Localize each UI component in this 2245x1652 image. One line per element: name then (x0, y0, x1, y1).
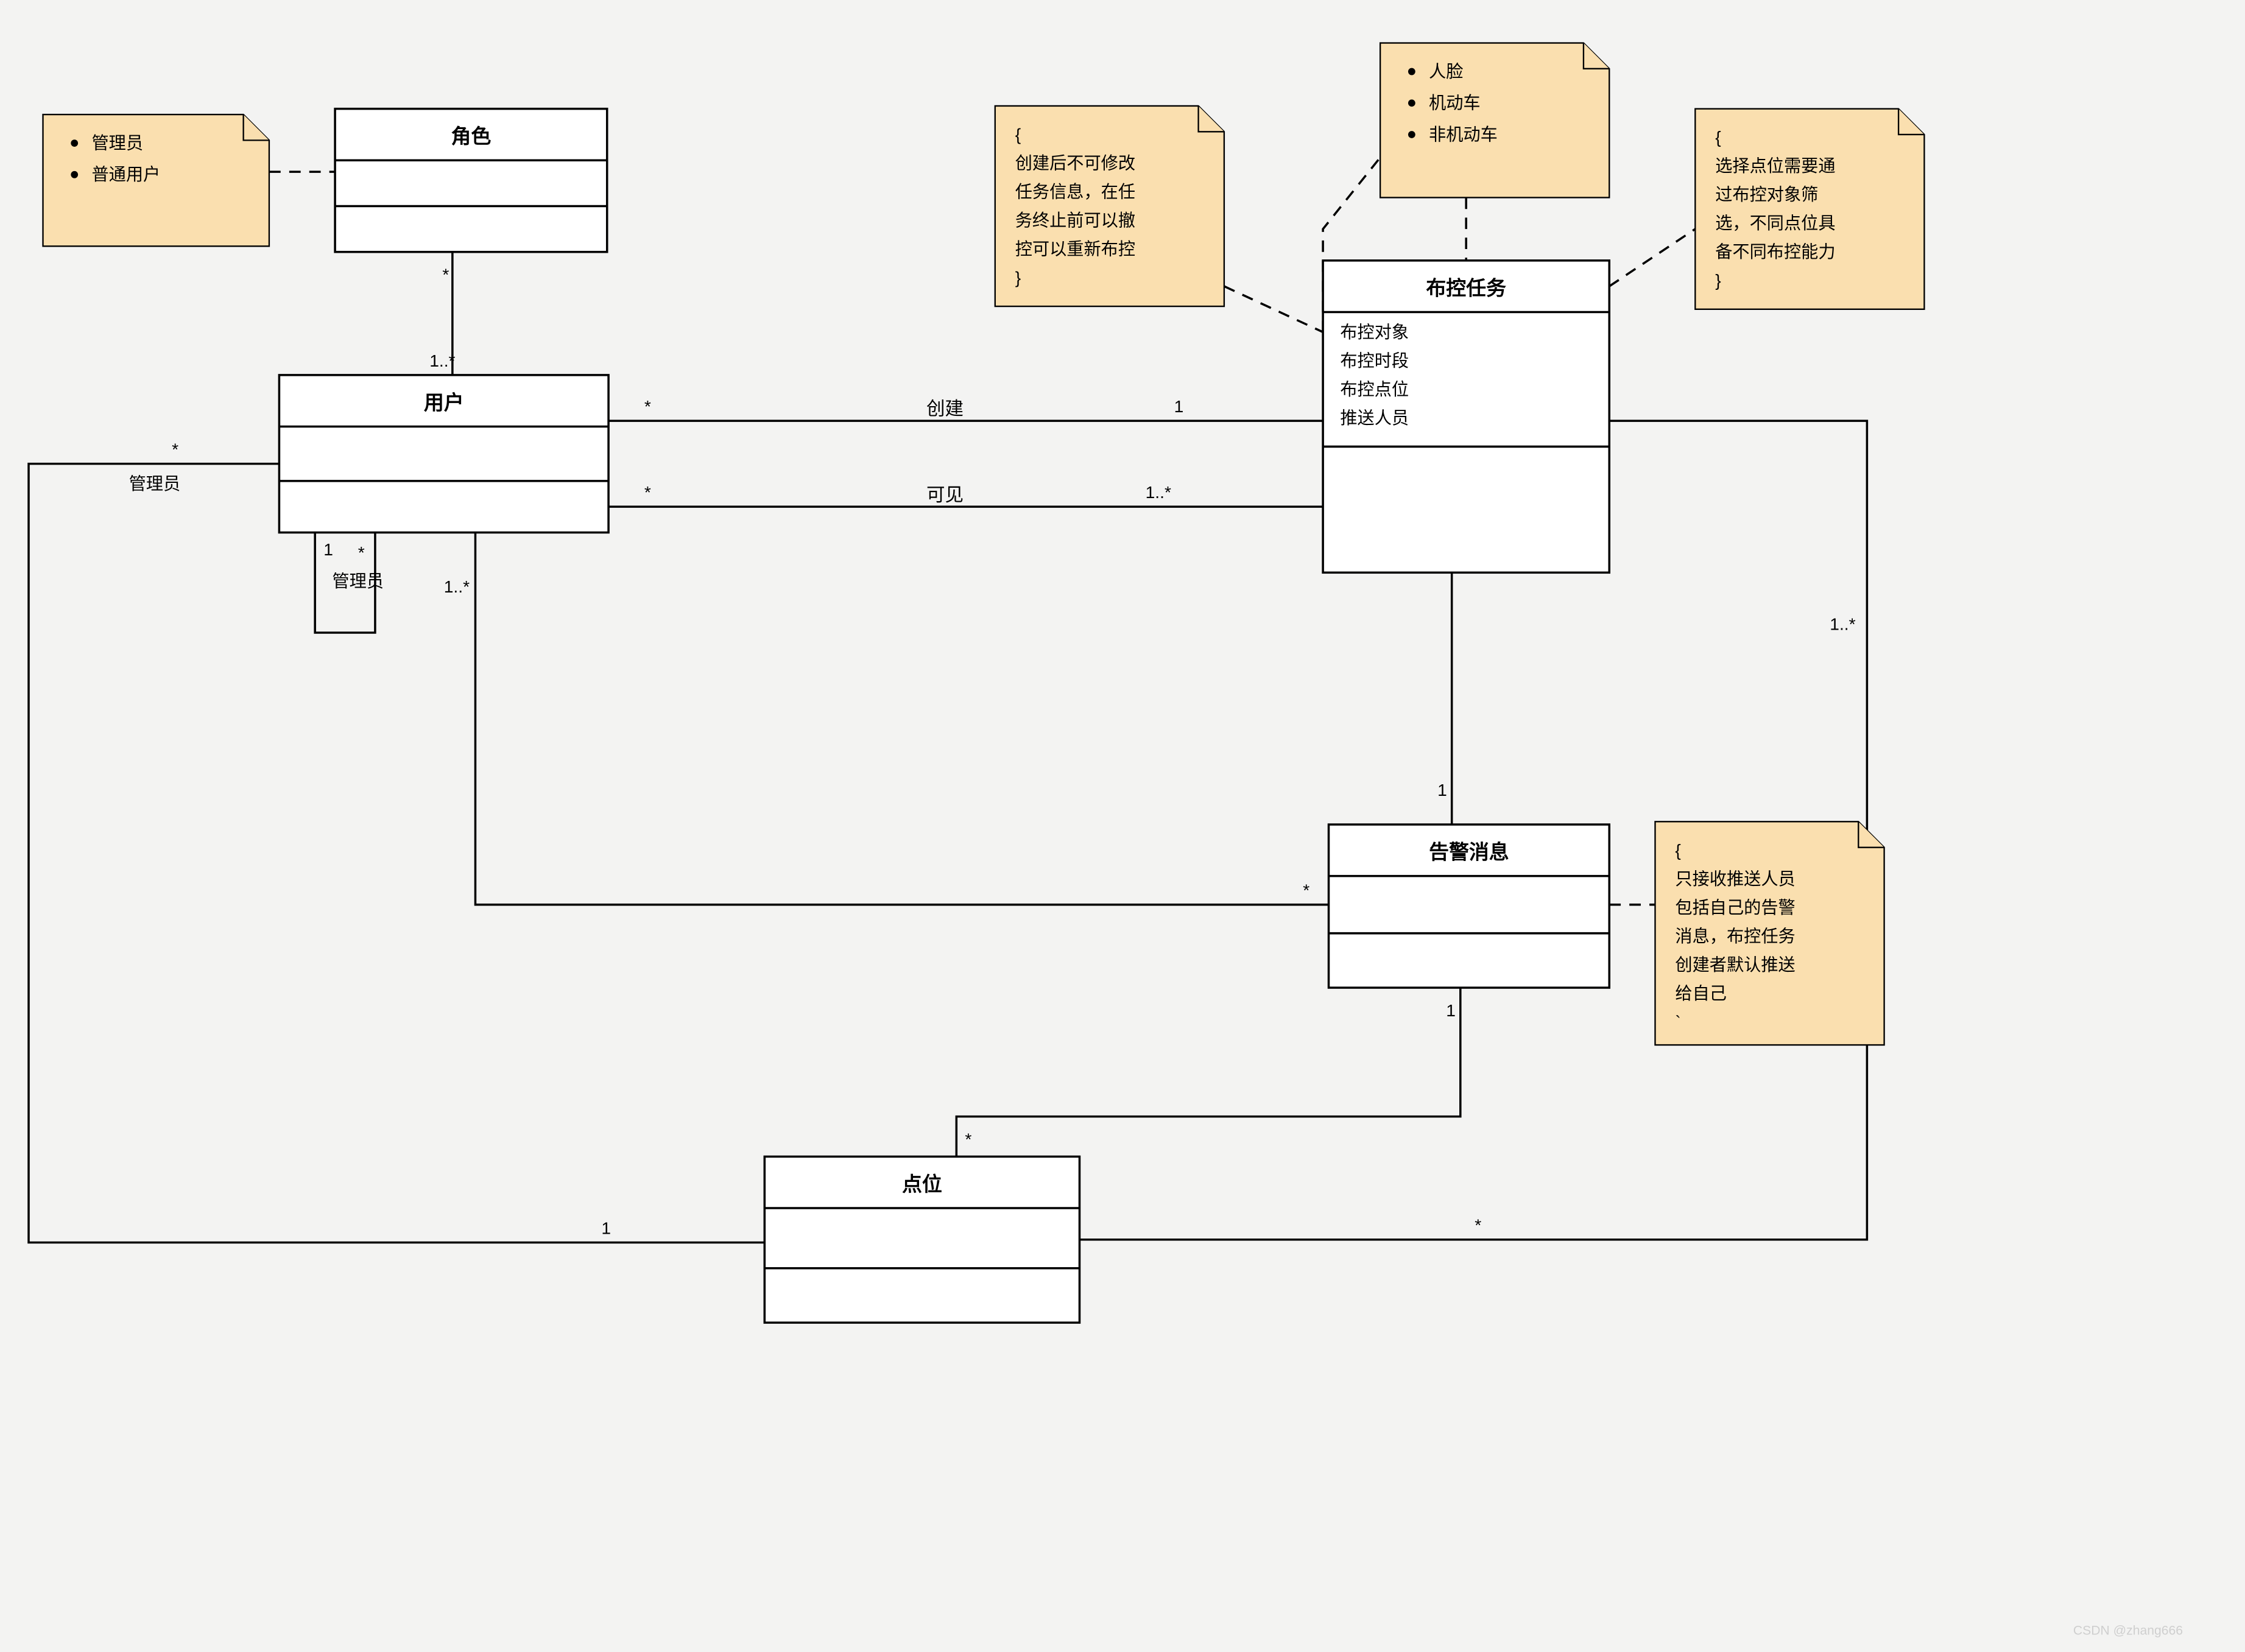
class-task: 布控任务布控对象布控时段布控点位推送人员 (1323, 261, 1609, 572)
edge-label: 1..* (1146, 482, 1171, 502)
class-title-task: 布控任务 (1426, 276, 1506, 299)
class-role: 角色 (335, 109, 607, 252)
note-line: 包括自己的告警 (1675, 898, 1795, 917)
note-line: } (1015, 267, 1021, 287)
note-line: 务终止前可以撤 (1015, 210, 1135, 230)
note-bullet: 非机动车 (1429, 124, 1498, 144)
uml-class-diagram: * 1..* * 1 管理员 * 管理员 1 * 创建 1 * 可见 1..* 1..* * 1 1 * 1..* * 角… (0, 0, 2245, 1652)
note-line: 选，不同点位具 (1715, 213, 1835, 233)
edge-label: 管理员 (129, 474, 181, 493)
class-title-role: 角色 (451, 125, 491, 147)
note-n_alert: { 只接收推送人员包括自己的告警消息，布控任务创建者默认推送给自己 ` (1655, 821, 1884, 1045)
edge-label: 1 (601, 1218, 611, 1237)
note-n_task3: { 选择点位需要通过布控对象筛选，不同点位具备不同布控能力} (1695, 109, 1924, 309)
note-line: { (1015, 124, 1021, 144)
edge-label: 1 (1446, 1000, 1456, 1020)
note-line: 给自己 (1675, 983, 1727, 1003)
edge-label: 1..* (1830, 614, 1855, 633)
edge-label: 1 (323, 540, 333, 559)
note-n_task2: 人脸机动车非机动车 (1380, 43, 1609, 198)
edge-label: 1 (1437, 780, 1447, 800)
note-line: 过布控对象筛 (1715, 185, 1818, 204)
edge-label: 1..* (429, 351, 455, 370)
note-bullet: 普通用户 (91, 164, 160, 184)
edge-label: * (1475, 1215, 1481, 1235)
edge-label: * (965, 1130, 971, 1149)
note-line: 备不同布控能力 (1715, 242, 1835, 261)
note-line: 任务信息，在任 (1015, 181, 1135, 201)
edge-label: * (644, 482, 651, 502)
note-line: } (1715, 270, 1721, 290)
class-attr: 布控对象 (1340, 322, 1409, 342)
note-line: 只接收推送人员 (1675, 869, 1795, 888)
class-attr: 布控点位 (1340, 379, 1409, 399)
note-line: 选择点位需要通 (1715, 156, 1835, 175)
class-alert: 告警消息 (1329, 824, 1610, 988)
edge-label: * (1303, 880, 1309, 900)
note-n_task1: { 创建后不可修改任务信息，在任务终止前可以撤控可以重新布控} (995, 106, 1224, 306)
edge-label: 可见 (926, 485, 964, 505)
edge-label: * (644, 396, 651, 416)
class-title-point: 点位 (902, 1173, 942, 1195)
class-attr: 布控时段 (1340, 351, 1409, 370)
class-attr: 推送人员 (1340, 408, 1409, 427)
note-line: ` (1675, 1012, 1680, 1032)
edge-label: * (172, 440, 178, 459)
watermark: CSDN @zhang666 (2073, 1624, 2183, 1638)
note-line: 控可以重新布控 (1015, 239, 1135, 258)
edge-label: 1 (1174, 396, 1184, 416)
note-bullet: 机动车 (1429, 93, 1481, 113)
note-line: { (1675, 840, 1680, 860)
edge-label: * (442, 265, 449, 284)
edge-label: 管理员 (332, 571, 384, 591)
note-line: 消息，布控任务 (1675, 926, 1795, 946)
note-n_role: 管理员普通用户 (43, 114, 269, 246)
edge-label: 创建 (926, 399, 964, 420)
note-bullet: 管理员 (91, 133, 143, 152)
note-bullet: 人脸 (1429, 62, 1463, 81)
note-line: { (1715, 127, 1721, 147)
class-point: 点位 (764, 1156, 1079, 1323)
class-title-alert: 告警消息 (1429, 840, 1509, 863)
class-title-user: 用户 (424, 391, 464, 413)
class-user: 用户 (279, 375, 608, 533)
edge-label: 1..* (444, 577, 470, 596)
note-line: 创建后不可修改 (1015, 153, 1135, 172)
note-line: 创建者默认推送 (1675, 955, 1795, 974)
edge-label: * (358, 543, 365, 562)
